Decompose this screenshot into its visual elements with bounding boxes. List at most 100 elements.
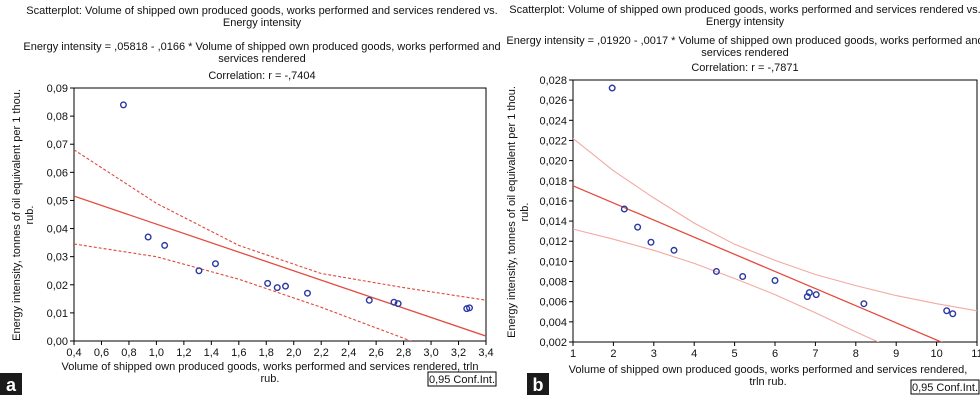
data-point bbox=[812, 291, 820, 299]
correlation-text: Correlation: r = -,7871 bbox=[691, 62, 798, 74]
x-tick-label: 2,6 bbox=[368, 347, 383, 359]
y-axis-label-line-2: rub. bbox=[24, 206, 36, 225]
y-tick-label: 0,00 bbox=[47, 336, 68, 348]
x-tick-label: 4 bbox=[691, 348, 697, 360]
x-tick-label: 0,4 bbox=[66, 347, 81, 359]
y-tick-label: 0,010 bbox=[539, 256, 567, 268]
x-tick-label: 11 bbox=[971, 348, 980, 360]
y-tick-label: 0,01 bbox=[47, 308, 68, 320]
data-point bbox=[860, 300, 868, 308]
panel-label-b: b bbox=[533, 375, 544, 395]
confidence-bands-a bbox=[74, 149, 486, 341]
x-tick-label: 5 bbox=[732, 348, 738, 360]
y-tick-label: 0,014 bbox=[539, 216, 567, 228]
x-tick-label: 9 bbox=[893, 348, 899, 360]
axis-ticks-a: 0,4 0,6 0,8 1,0 1,2 1,4 1,6 1,8 2,0 2,2 2,4 2,6 2,8 3… bbox=[47, 83, 494, 359]
y-tick-label: 0,012 bbox=[539, 236, 567, 248]
panel-label-box-b bbox=[527, 373, 549, 395]
title-line-1: Scatterplot: Volume of shipped own produ… bbox=[509, 4, 980, 16]
x-tick-label: 0,8 bbox=[121, 347, 136, 359]
plot-area-a bbox=[73, 87, 487, 342]
data-point bbox=[144, 233, 152, 241]
x-tick-label: 1,0 bbox=[149, 347, 164, 359]
x-axis-label-line-1: Volume of shipped own produced goods, wo… bbox=[569, 364, 968, 376]
axis-ticks-b: 1 2 3 4 5 6 7 8 9 10 11 0,002 0,004 0,006 0,008 0,010 0,… bbox=[539, 75, 980, 360]
x-tick-label: 3,0 bbox=[423, 347, 438, 359]
y-tick-label: 0,02 bbox=[47, 280, 68, 292]
data-point bbox=[281, 282, 289, 290]
legend-label-a: 0,95 Conf.Int. bbox=[429, 374, 495, 386]
panel-label-box-a bbox=[0, 373, 22, 395]
regression-equation-line-1: Energy intensity = ,05818 - ,0166 * Volu… bbox=[23, 41, 500, 53]
y-tick-label: 0,006 bbox=[539, 297, 567, 309]
x-axis-label-line-1: Volume of shipped own produced goods, wo… bbox=[61, 361, 478, 373]
regression-equation-line-2: services rendered bbox=[701, 47, 788, 59]
x-tick-label: 3 bbox=[651, 348, 657, 360]
data-point bbox=[608, 84, 616, 92]
data-point bbox=[620, 205, 628, 213]
panel-label-a: a bbox=[6, 375, 17, 395]
data-point bbox=[303, 289, 311, 297]
x-tick-label: 3,4 bbox=[478, 347, 493, 359]
data-point bbox=[943, 307, 951, 315]
x-tick-label: 2,2 bbox=[314, 347, 329, 359]
regression-line-a bbox=[74, 195, 486, 337]
x-tick-label: 0,6 bbox=[94, 347, 109, 359]
x-tick-label: 1,4 bbox=[204, 347, 219, 359]
data-points-a bbox=[119, 101, 474, 313]
data-point bbox=[805, 289, 813, 297]
legend-box-a bbox=[427, 371, 497, 387]
x-tick-label: 2 bbox=[610, 348, 616, 360]
correlation-text: Correlation: r = -,7404 bbox=[208, 70, 315, 82]
x-tick-label: 10 bbox=[930, 348, 942, 360]
x-tick-label: 2,0 bbox=[286, 347, 301, 359]
y-axis-label-line-1: Energy intensity, tonnes of oil equivale… bbox=[506, 86, 518, 338]
y-axis-label-line-1: Energy intensity, tonnes of oil equivale… bbox=[11, 89, 23, 341]
title-line-2: Energy intensity bbox=[706, 16, 785, 28]
x-tick-label: 1,8 bbox=[259, 347, 274, 359]
data-points-b bbox=[608, 84, 957, 318]
y-tick-label: 0,004 bbox=[539, 317, 567, 329]
regression-line bbox=[74, 195, 486, 337]
data-point bbox=[634, 223, 642, 231]
regression-equation-line-2: services rendered bbox=[218, 53, 305, 65]
ci-upper-line bbox=[74, 149, 486, 301]
y-tick-label: 0,06 bbox=[47, 167, 68, 179]
confidence-bands-b bbox=[573, 137, 977, 342]
data-point bbox=[712, 267, 720, 275]
x-tick-label: 7 bbox=[812, 348, 818, 360]
x-tick-label: 1,6 bbox=[231, 347, 246, 359]
y-tick-label: 0,028 bbox=[539, 75, 567, 87]
x-axis-label-line-2: trln rub. bbox=[749, 376, 786, 388]
y-tick-label: 0,05 bbox=[47, 195, 68, 207]
data-point bbox=[390, 298, 398, 306]
legend-label-b: 0,95 Conf.Int. bbox=[912, 382, 978, 394]
data-point bbox=[394, 300, 402, 308]
data-point bbox=[949, 310, 957, 318]
data-point bbox=[739, 273, 747, 281]
y-tick-label: 0,07 bbox=[47, 139, 68, 151]
x-axis-label-line-2: rub. bbox=[261, 373, 280, 385]
data-point bbox=[771, 277, 779, 285]
y-tick-label: 0,03 bbox=[47, 252, 68, 264]
x-tick-label: 1,2 bbox=[176, 347, 191, 359]
ci-lower-line bbox=[74, 243, 412, 341]
data-point bbox=[211, 260, 219, 268]
y-tick-label: 0,008 bbox=[539, 277, 567, 289]
data-point bbox=[161, 241, 169, 249]
x-tick-label: 8 bbox=[853, 348, 859, 360]
x-tick-label: 2,4 bbox=[341, 347, 356, 359]
title-line-1: Scatterplot: Volume of shipped own produ… bbox=[26, 5, 497, 17]
regression-line-b bbox=[573, 185, 944, 342]
data-point bbox=[273, 284, 281, 292]
data-point bbox=[195, 267, 203, 275]
x-tick-label: 2,8 bbox=[396, 347, 411, 359]
data-point bbox=[365, 296, 373, 304]
y-tick-label: 0,016 bbox=[539, 196, 567, 208]
data-point bbox=[466, 304, 474, 312]
chart-panel-a: Scatterplot: Volume of shipped own produ… bbox=[0, 5, 501, 395]
legend-box-b bbox=[910, 379, 980, 395]
data-point bbox=[264, 279, 272, 287]
data-point bbox=[647, 238, 655, 246]
